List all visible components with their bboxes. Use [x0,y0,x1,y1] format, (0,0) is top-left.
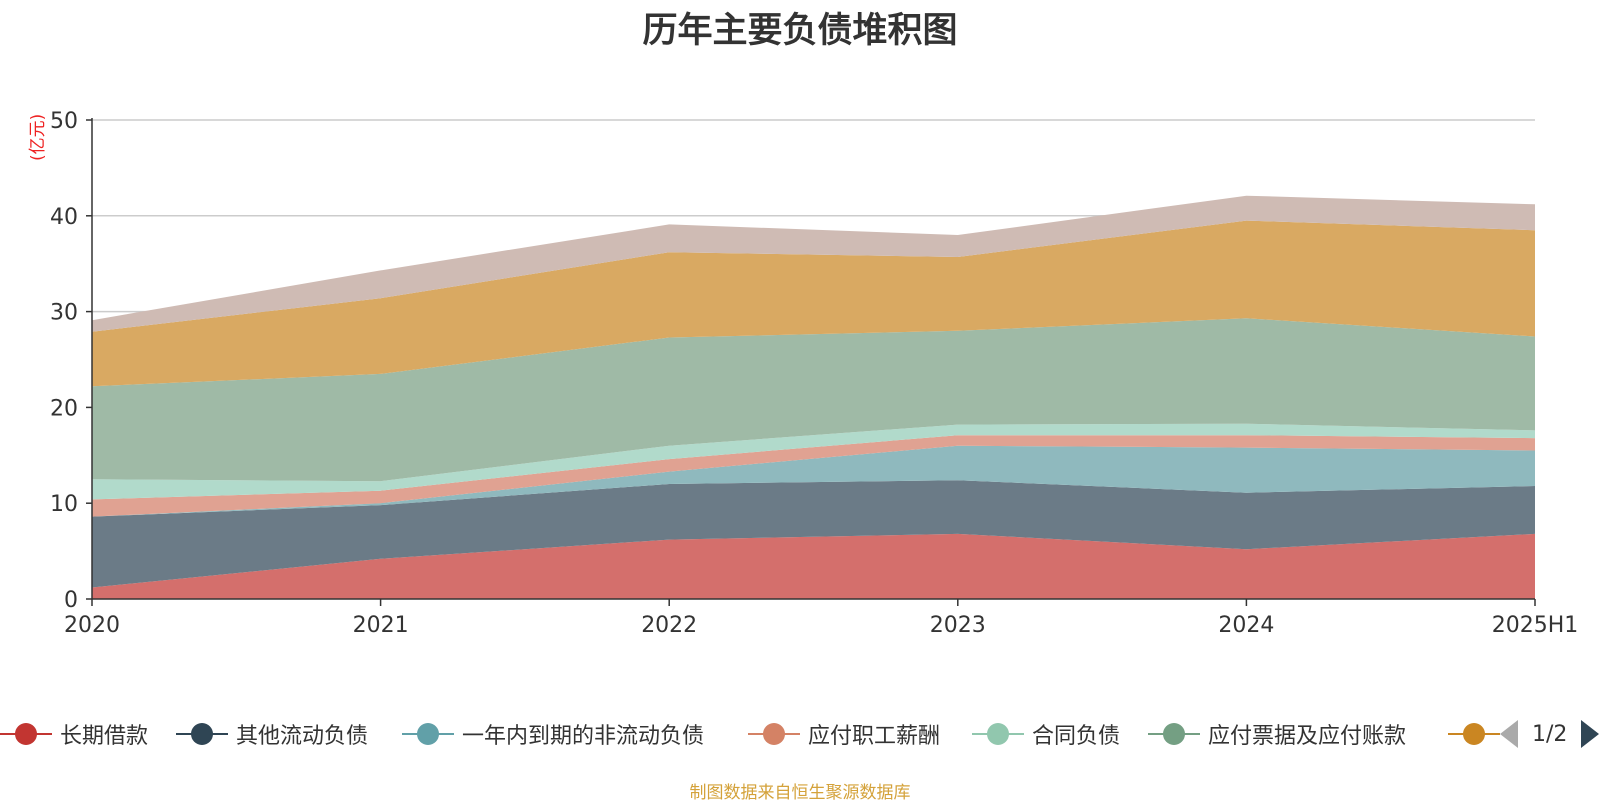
legend-pager: 1/2 [1500,716,1600,752]
x-tick-label: 2025H1 [1492,613,1579,638]
legend-marker-icon [176,716,228,752]
legend-item-1[interactable]: 长期借款 [0,716,148,752]
area-series-8 [92,195,1535,332]
legend-next-page-icon[interactable] [1581,720,1600,748]
legend-label: 长期借款 [60,724,149,749]
area-series-4 [92,435,1535,517]
data-source-note: 制图数据来自恒生聚源数据库 [689,783,911,803]
area-series-3 [92,445,1535,517]
area-series-5 [92,423,1535,500]
axes: 0 10 20 30 40 50 2020 2021 2022 2023 2024 2025H1 [50,109,1578,638]
y-tick-label: 30 [50,301,78,326]
y-tick-label: 40 [50,205,78,230]
chart-title: 历年主要负债堆积图 [642,11,958,51]
x-tick-label: 2023 [930,613,986,638]
legend-label: 一年内到期的非流动负债 [462,724,705,749]
area-series-1 [92,533,1535,599]
legend-label: 合同负债 [1032,724,1121,749]
legend-prev-page-icon[interactable] [1500,720,1518,748]
x-tick-label: 2021 [353,613,409,638]
legend-item-7[interactable] [1448,716,1500,752]
legend-marker-icon [748,716,800,752]
legend-label: 应付票据及应付账款 [1208,724,1407,749]
legend-marker-icon [0,716,52,752]
legend-marker-icon [1448,716,1500,752]
chart-legend: 长期借款 其他流动负债 一年内到期的非流动负债 应付职工薪酬 合同负债 应付票据及应付账款 [0,716,1600,752]
area-series [92,195,1535,599]
legend-label: 应付职工薪酬 [808,724,941,749]
y-tick-label: 10 [50,492,78,517]
legend-marker-icon [1148,716,1200,752]
legend-item-2[interactable]: 其他流动负债 [176,716,368,752]
y-tick-label: 50 [50,109,78,134]
y-tick-label: 20 [50,396,78,421]
legend-page-indicator: 1/2 [1532,721,1568,747]
legend-item-5[interactable]: 合同负债 [972,716,1120,752]
legend-item-3[interactable]: 一年内到期的非流动负债 [402,716,704,752]
area-series-2 [92,480,1535,588]
y-tick-label: 0 [64,588,78,613]
area-series-7 [92,220,1535,387]
x-tick-label: 2020 [64,613,120,638]
x-tick-label: 2024 [1218,613,1274,638]
legend-item-6[interactable]: 应付票据及应付账款 [1148,716,1406,752]
legend-marker-icon [402,716,454,752]
legend-marker-icon [972,716,1024,752]
legend-label: 其他流动负债 [236,724,369,749]
legend-item-4[interactable]: 应付职工薪酬 [748,716,940,752]
y-axis-unit-label: (亿元) [28,113,48,161]
area-series-6 [92,318,1535,482]
x-tick-label: 2022 [641,613,697,638]
